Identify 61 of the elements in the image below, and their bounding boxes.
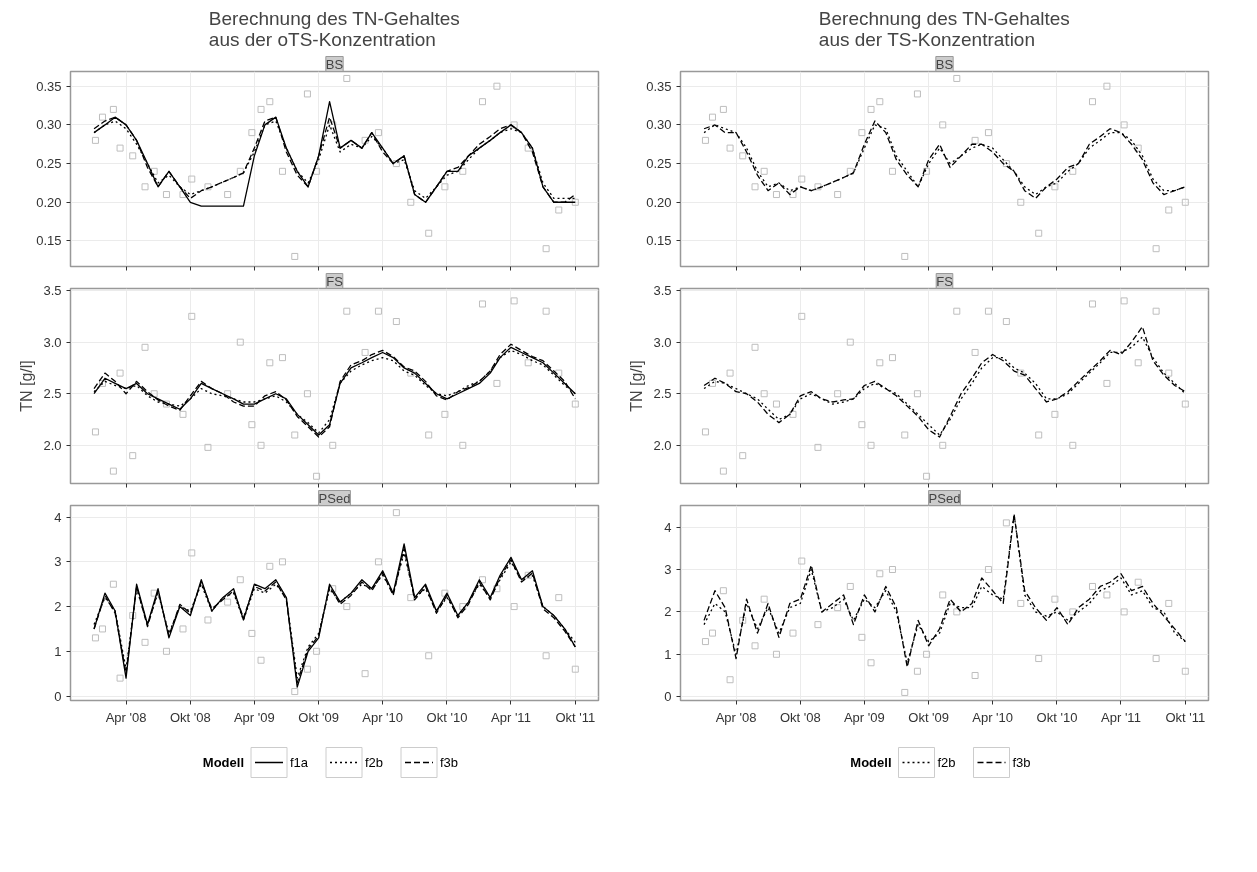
y-tick-label: 3 xyxy=(664,562,672,578)
x-tick-label: Apr '09 xyxy=(233,709,275,725)
x-tick-label: Apr '10 xyxy=(362,709,404,725)
x-tick-label: Okt '09 xyxy=(298,709,340,725)
chart-subtitle: PSed xyxy=(318,490,351,506)
x-tick-label: Okt '11 xyxy=(555,709,596,725)
legend-label: f2b xyxy=(365,755,384,770)
y-tick-label: 0.25 xyxy=(36,156,62,172)
y-tick-label: 0.30 xyxy=(36,117,62,133)
legend-label: f1a xyxy=(290,755,309,770)
chart-subtitle: BS xyxy=(325,56,344,72)
y-axis-title: TN [g/l] xyxy=(628,360,646,412)
y-tick-label: 4 xyxy=(54,509,62,525)
x-tick-label: Okt '08 xyxy=(169,709,211,725)
chart-subtitle: FS xyxy=(936,273,954,289)
y-tick-label: 4 xyxy=(664,519,672,535)
y-tick-label: 2.5 xyxy=(653,386,672,402)
x-tick-label: Apr '11 xyxy=(491,709,531,725)
legend-label: f2b xyxy=(937,755,956,770)
y-tick-label: 0.30 xyxy=(646,117,672,133)
y-tick-label: 3.5 xyxy=(43,283,62,299)
chart-title: Berechnung des TN-Gehaltes aus der oTS-Konzentration xyxy=(208,7,460,50)
x-tick-label: Okt '08 xyxy=(779,709,821,725)
y-tick-label: 2.0 xyxy=(653,437,672,453)
y-tick-label: 2.0 xyxy=(43,437,62,453)
y-tick-label: 2 xyxy=(54,599,62,615)
y-tick-label: 0.25 xyxy=(646,156,672,172)
x-tick-label: Okt '11 xyxy=(1165,709,1206,725)
y-tick-label: 0.20 xyxy=(36,194,62,210)
x-tick-label: Apr '08 xyxy=(715,709,757,725)
y-tick-label: 0.20 xyxy=(646,194,672,210)
chart-subtitle: BS xyxy=(935,56,954,72)
x-tick-label: Apr '08 xyxy=(105,709,147,725)
y-tick-label: 2.5 xyxy=(43,386,62,402)
y-tick-label: 3.0 xyxy=(653,334,672,350)
y-tick-label: 1 xyxy=(54,643,62,659)
y-tick-label: 0 xyxy=(54,688,62,704)
x-tick-label: Okt '10 xyxy=(1036,709,1078,725)
y-tick-label: 0 xyxy=(664,689,672,705)
x-tick-label: Okt '09 xyxy=(908,709,950,725)
y-tick-label: 0.35 xyxy=(646,78,672,94)
y-tick-label: 3.5 xyxy=(653,283,672,299)
y-tick-label: 3.0 xyxy=(43,334,62,350)
legend-title: Modell xyxy=(850,755,892,770)
y-tick-label: 2 xyxy=(664,604,672,620)
y-tick-label: 3 xyxy=(54,554,62,570)
legend-label: f3b xyxy=(1012,755,1031,770)
y-tick-label: 0.15 xyxy=(36,233,62,249)
x-tick-label: Apr '09 xyxy=(843,709,885,725)
x-tick-label: Apr '11 xyxy=(1101,709,1141,725)
x-tick-label: Apr '10 xyxy=(972,709,1014,725)
chart-subtitle: PSed xyxy=(928,490,961,506)
legend-label: f3b xyxy=(440,755,459,770)
x-tick-label: Okt '10 xyxy=(426,709,468,725)
y-axis-title: TN [g/l] xyxy=(18,360,36,412)
legend-title: Modell xyxy=(202,755,245,770)
chart-title: Berechnung des TN-Gehaltes aus der TS-Konzentration xyxy=(818,7,1070,50)
chart-subtitle: FS xyxy=(326,273,344,289)
y-tick-label: 0.35 xyxy=(36,78,62,94)
y-tick-label: 1 xyxy=(664,646,672,662)
y-tick-label: 0.15 xyxy=(646,233,672,249)
